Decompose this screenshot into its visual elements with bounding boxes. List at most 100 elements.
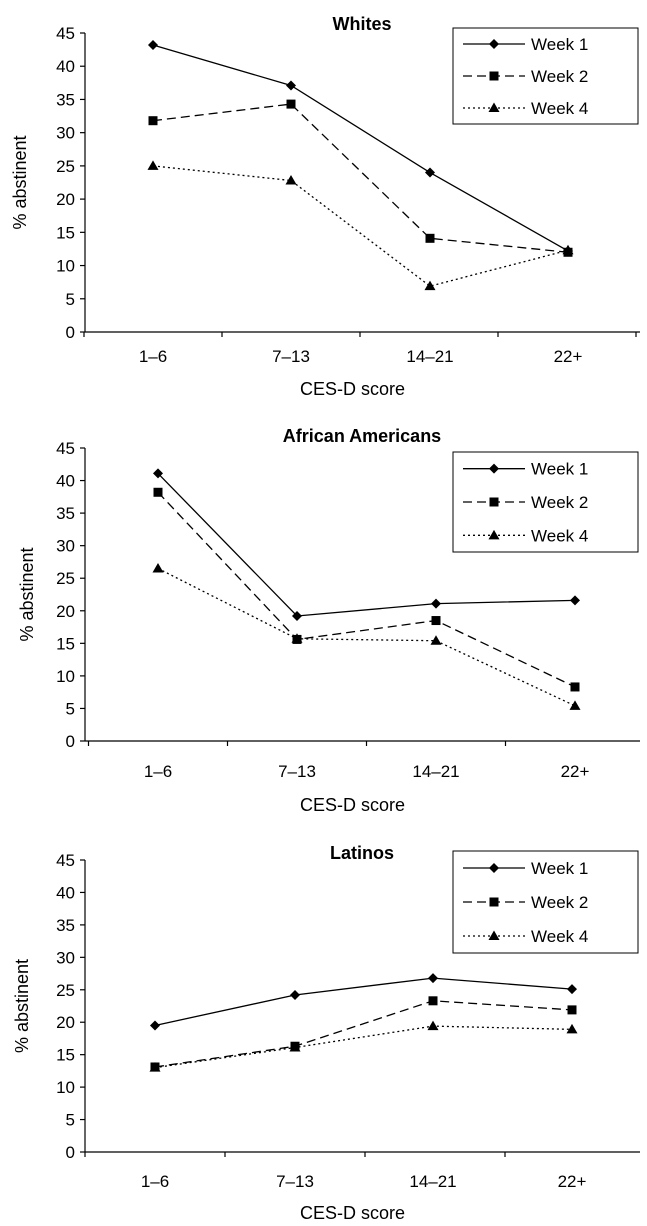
legend-label-week-4: Week 4 [531,927,588,946]
series-line-week-2 [157,491,576,688]
data-point-week-1 [286,80,296,91]
x-tick-label: 7–13 [276,1172,314,1191]
data-point-week-4 [424,280,436,291]
chart-panel-latinos: Latinos 0 5 10 15 20 25 30 35 40 45 1–6 7–13 14–21 22+… [12,843,640,1223]
legend-label-week-4: Week 4 [531,99,588,118]
x-axis-title: CES-D score [300,1203,405,1223]
y-axis-title: % abstinent [12,959,32,1053]
x-tick-label: 1–6 [141,1172,169,1191]
legend-label-week-2: Week 2 [531,893,588,912]
series-line-week-1 [152,44,569,252]
legend-marker-week-1 [489,463,499,474]
y-tick-label: 5 [66,699,75,718]
series-line-week-4 [157,567,576,707]
data-point-week-2 [428,996,438,1006]
data-point-week-1 [150,1020,160,1031]
legend-marker-week-4 [488,102,500,112]
y-tick-label: 10 [56,667,75,686]
data-point-week-1 [431,598,441,609]
data-point-week-1 [290,989,300,1000]
data-point-week-4 [430,635,442,645]
legend-label-week-1: Week 1 [531,460,588,479]
data-point-week-4 [149,1062,161,1072]
x-tick-label: 22+ [554,347,583,366]
data-point-week-4 [147,160,159,170]
chart-title: African Americans [283,426,441,446]
y-tick-label: 10 [56,257,75,276]
data-point-week-2 [286,99,296,109]
legend: Week 1 Week 2 Week 4 [452,451,639,553]
x-tick-label: 14–21 [409,1172,456,1191]
data-point-week-1 [153,468,163,479]
x-tick-label: 14–21 [406,347,453,366]
legend-label-week-2: Week 2 [531,493,588,512]
legend-marker-week-2 [489,71,499,81]
data-point-week-1 [570,595,580,606]
x-tick-label: 1–6 [139,347,167,366]
chart-panel-african-americans: African Americans 0 5 10 15 20 25 30 35 40 45 1–6 7–… [17,426,640,815]
y-tick-label: 10 [56,1078,75,1097]
legend: Week 1 Week 2 Week 4 [452,27,639,125]
legend: Week 1 Week 2 Week 4 [452,850,639,954]
y-axis-title: % abstinent [10,135,30,229]
legend-label-week-2: Week 2 [531,67,588,86]
data-point-week-2 [567,1005,577,1015]
y-tick-label: 20 [56,1013,75,1032]
legend-marker-week-1 [489,863,499,873]
legend-marker-week-4 [488,930,500,940]
data-point-week-1 [428,973,438,984]
y-tick-label: 25 [56,981,75,1000]
data-point-week-4 [289,1042,301,1052]
series-line-week-4 [152,165,569,287]
y-tick-label: 30 [56,537,75,556]
y-tick-label: 0 [66,732,75,751]
x-tick-label: 1–6 [144,762,172,781]
y-tick-label: 15 [56,223,75,242]
y-tick-label: 5 [66,1111,75,1130]
series-line-week-1 [154,977,573,1027]
series-line-week-4 [154,1025,573,1069]
x-axis-title: CES-D score [300,795,405,815]
y-tick-label: 35 [56,90,75,109]
y-tick-label: 5 [66,290,75,309]
data-point-week-2 [431,616,441,626]
x-tick-label: 7–13 [278,762,316,781]
chart-panel-whites: Whites 0 5 10 15 20 25 30 35 40 45 1–6 7–13 14–21 22+ C… [10,14,640,399]
data-point-week-1 [292,610,302,621]
data-point-week-2 [153,487,163,497]
x-tick-label: 22+ [561,762,590,781]
legend-label-week-1: Week 1 [531,35,588,54]
legend-marker-week-4 [488,529,500,540]
data-point-week-1 [567,984,577,995]
data-point-week-1 [425,167,435,178]
legend-marker-week-1 [489,39,499,49]
x-tick-label: 7–13 [272,347,310,366]
data-point-week-2 [148,116,158,126]
y-tick-label: 35 [56,504,75,523]
y-tick-label: 0 [66,323,75,342]
y-tick-label: 15 [56,1046,75,1065]
legend-marker-week-2 [489,897,499,907]
y-tick-label: 45 [56,24,75,43]
y-tick-label: 20 [56,190,75,209]
y-tick-label: 40 [56,883,75,902]
y-tick-label: 30 [56,948,75,967]
data-point-week-2 [425,233,435,243]
chart-title: Latinos [330,843,394,863]
y-tick-label: 15 [56,634,75,653]
y-tick-label: 40 [56,57,75,76]
data-point-week-4 [285,175,297,185]
y-tick-label: 40 [56,472,75,491]
y-tick-label: 45 [56,439,75,458]
legend-marker-week-2 [489,497,499,507]
data-point-week-4 [566,1023,578,1034]
series-line-week-2 [152,103,569,253]
y-tick-label: 35 [56,916,75,935]
y-tick-label: 25 [56,157,75,176]
y-tick-label: 20 [56,602,75,621]
y-tick-label: 45 [56,851,75,870]
data-point-week-4 [569,700,581,710]
x-tick-label: 14–21 [412,762,459,781]
chart-title: Whites [332,14,391,34]
